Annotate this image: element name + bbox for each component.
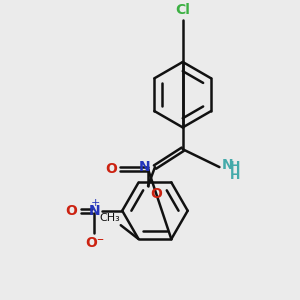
Text: +: + — [91, 198, 100, 208]
Text: N: N — [89, 204, 100, 218]
Text: H: H — [230, 169, 241, 182]
Text: N: N — [221, 158, 233, 172]
Text: O: O — [150, 187, 162, 201]
Text: O: O — [66, 204, 78, 218]
Text: CH₃: CH₃ — [99, 213, 120, 223]
Text: N: N — [138, 160, 150, 174]
Text: O⁻: O⁻ — [85, 236, 104, 250]
Text: H: H — [230, 160, 241, 172]
Text: Cl: Cl — [175, 3, 190, 17]
Text: O: O — [105, 162, 117, 176]
